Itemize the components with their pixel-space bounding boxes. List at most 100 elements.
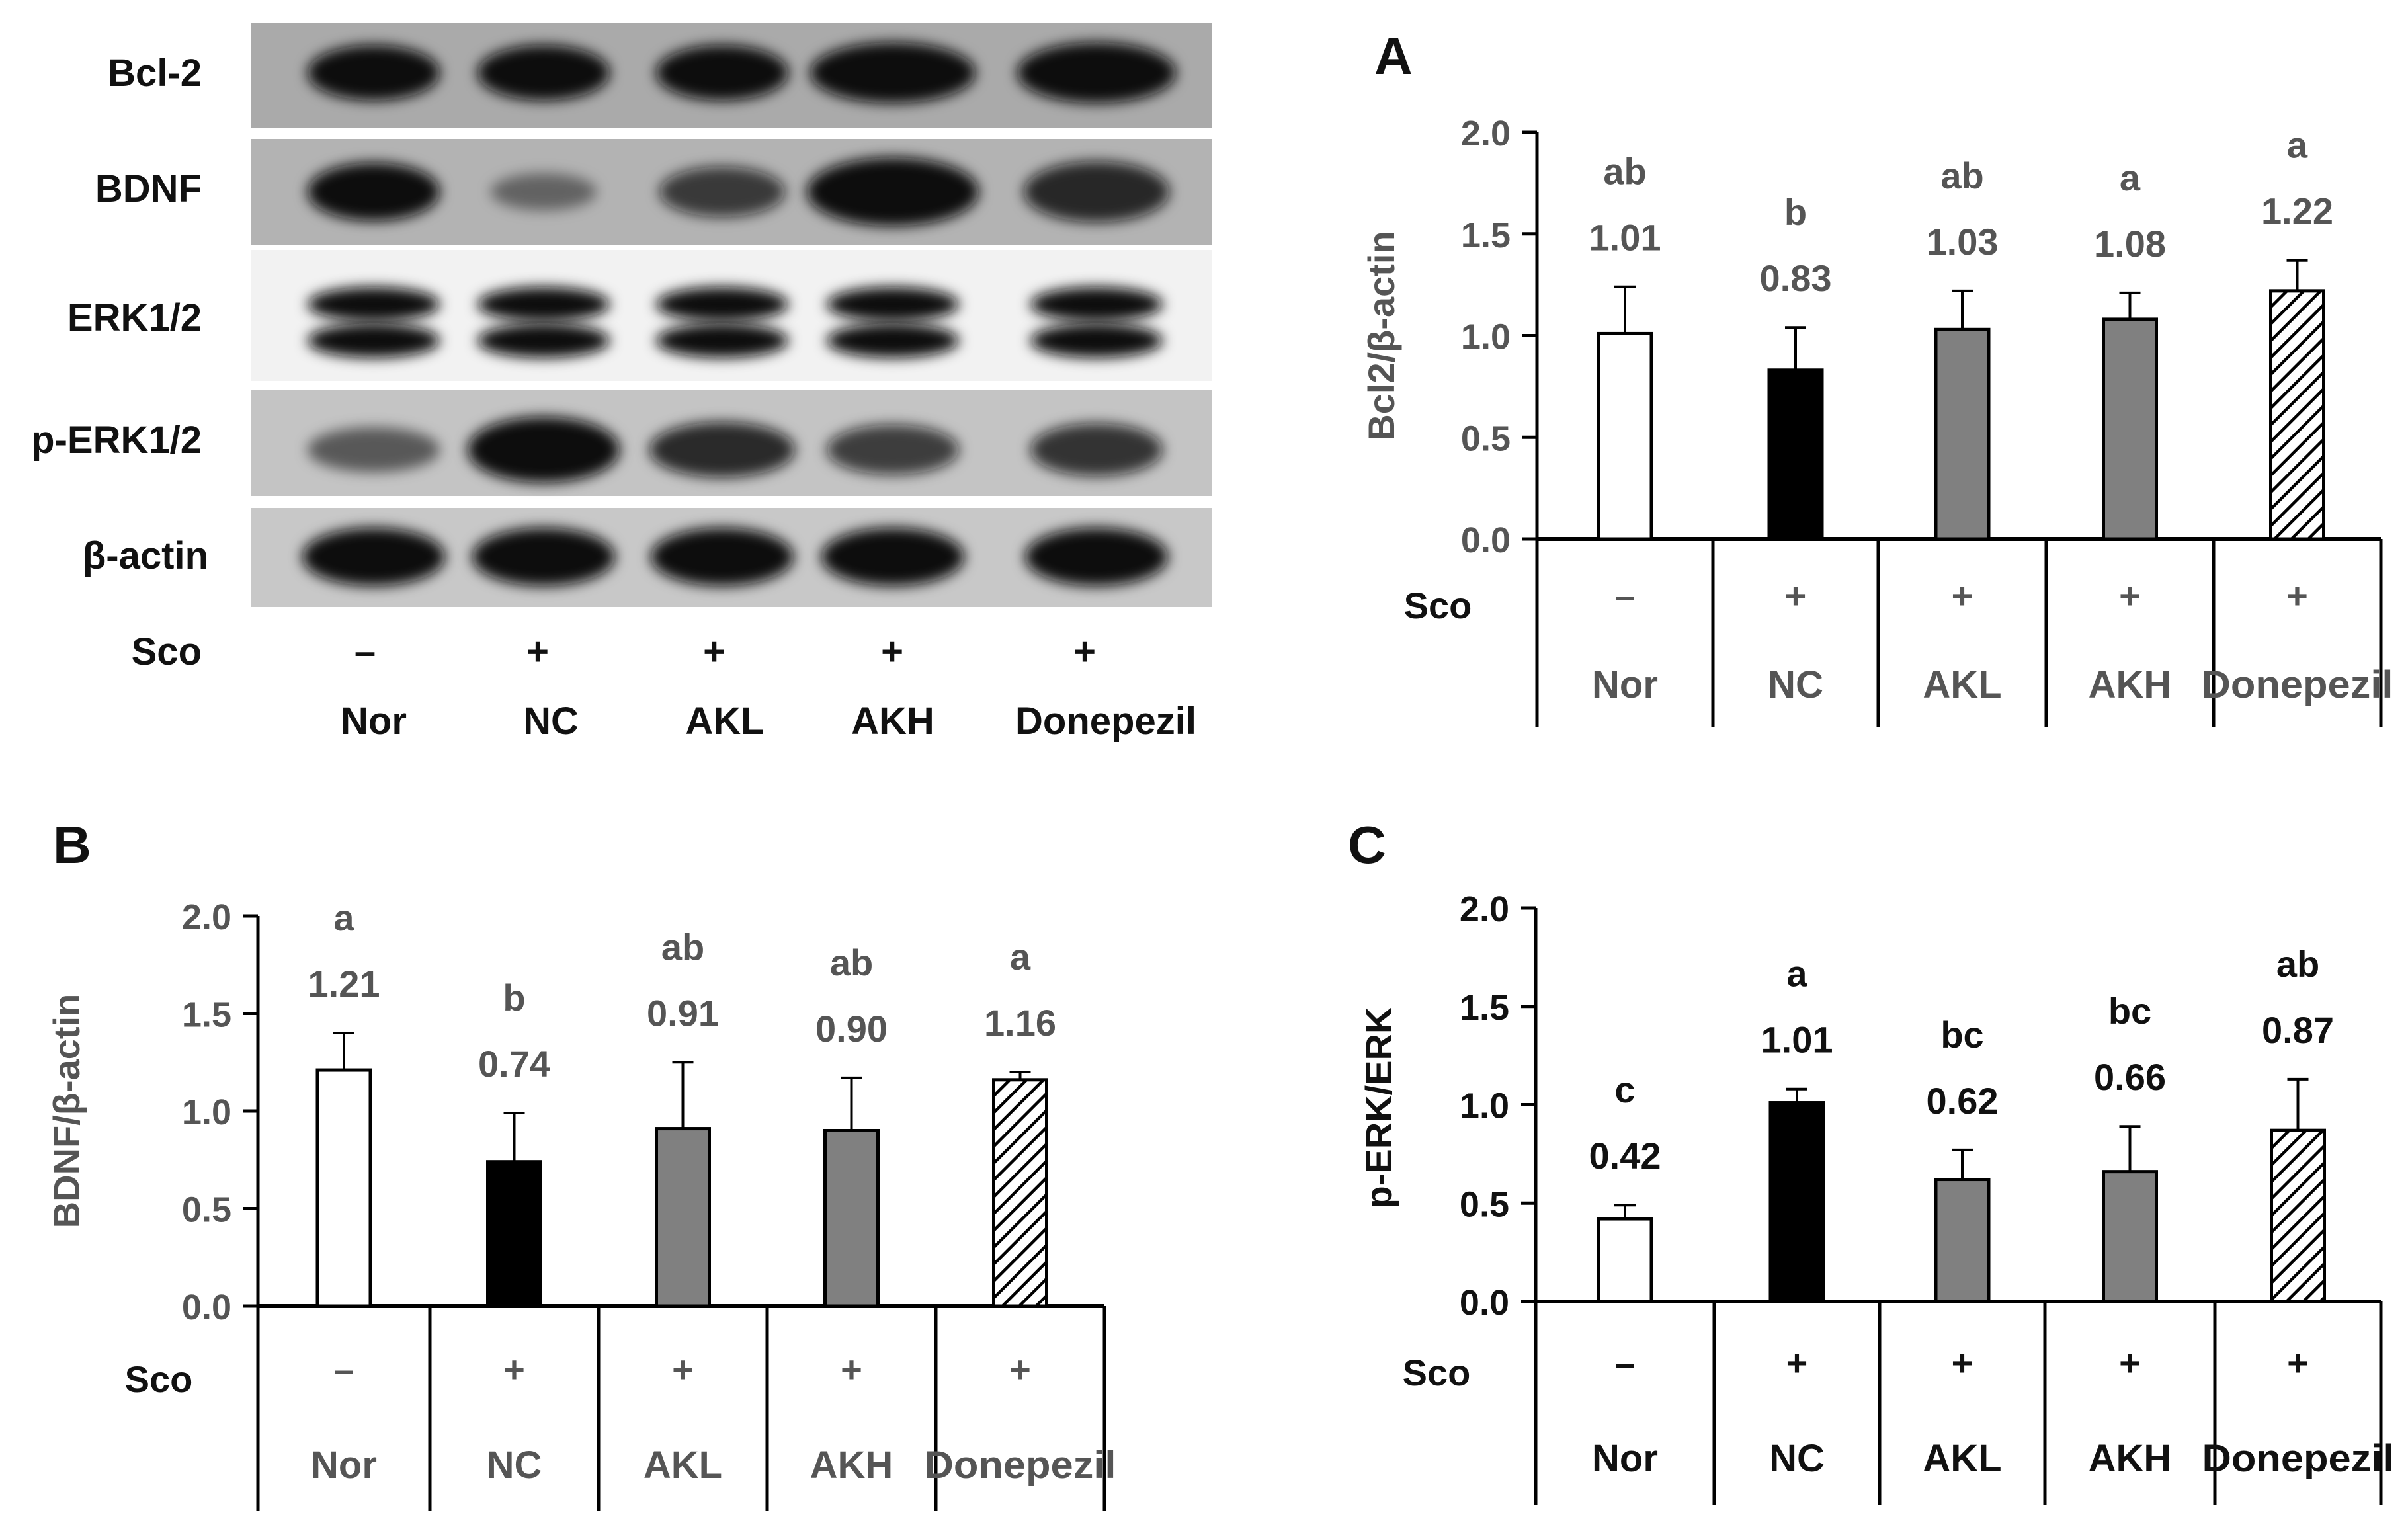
- bar-nor: [1597, 331, 1653, 541]
- blot-band: [468, 417, 620, 483]
- blot-label-actin: β-actin: [83, 534, 208, 577]
- category-label-akl: AKL: [1923, 663, 2001, 706]
- bar-akl: [655, 1127, 711, 1308]
- blot-sco-marks: – + + + +: [354, 630, 1096, 673]
- significance-letter-akl: bc: [1940, 1014, 1983, 1055]
- blot-band: [308, 323, 440, 358]
- blot-sco-mark-akh: +: [881, 630, 903, 673]
- bar-akl: [1934, 1178, 1991, 1303]
- blot-band: [491, 173, 597, 210]
- bar-charts: A0.00.51.01.52.0Bcl2/β-actinSco1.01ab–No…: [46, 26, 2394, 1511]
- y-tick-label: 2.0: [1461, 114, 1511, 153]
- significance-letter-akl: ab: [661, 926, 704, 968]
- blot-band: [477, 323, 610, 358]
- y-tick-label: 1.5: [1461, 216, 1511, 255]
- bar-nor: [1597, 1217, 1653, 1303]
- y-tick-label: 2.0: [1460, 889, 1509, 929]
- blot-band: [651, 528, 794, 586]
- category-label-nor: Nor: [1592, 663, 1658, 706]
- bar-nc: [1767, 368, 1824, 541]
- value-label-nor: 0.42: [1589, 1135, 1661, 1176]
- significance-letter-akl: ab: [1940, 155, 1983, 196]
- significance-letter-nc: b: [503, 977, 525, 1018]
- blot-group-donepezil: Donepezil: [1015, 700, 1196, 743]
- sco-label: Sco: [1403, 1352, 1471, 1393]
- blot-strip-bdnf: [251, 139, 1212, 245]
- blot-label-perk: p-ERK1/2: [31, 419, 202, 462]
- panel-letter: B: [53, 815, 91, 874]
- value-label-donepezil: 1.16: [984, 1002, 1056, 1044]
- blot-group-akh: AKH: [851, 700, 934, 743]
- y-tick-label: 0.0: [1461, 520, 1511, 560]
- y-tick-label: 1.0: [1460, 1087, 1509, 1126]
- sco-mark-nor: –: [1614, 575, 1635, 616]
- blot-group-nor: Nor: [341, 700, 407, 743]
- blot-sco-mark-donepezil: +: [1073, 630, 1096, 673]
- y-axis-title: Bcl2/β-actin: [1360, 231, 1402, 440]
- y-tick-label: 0.0: [182, 1288, 231, 1327]
- chart-panel-a: A 0.0 0.5 1.0 1.5 2.0 Bcl2/β-actin Sco 1.01 ab – No…: [1360, 26, 2393, 727]
- y-tick-label: 1.0: [1461, 317, 1511, 357]
- blot-band: [649, 422, 795, 477]
- bar-donepezil: [992, 1078, 1048, 1308]
- y-tick-label: 2.0: [182, 897, 231, 937]
- blot-label-bdnf: BDNF: [95, 167, 202, 210]
- category-label-donepezil: Donepezil: [2202, 663, 2393, 706]
- blot-band: [308, 287, 440, 321]
- blot-band: [827, 323, 959, 358]
- bar-akh: [823, 1129, 880, 1308]
- sco-mark-donepezil: +: [1009, 1348, 1031, 1390]
- blot-band: [1025, 528, 1168, 586]
- category-label-donepezil: Donepezil: [925, 1444, 1116, 1487]
- y-tick-label: 1.0: [182, 1093, 231, 1132]
- y-axis-title: BDNF/β-actin: [46, 994, 87, 1229]
- significance-letter-akh: a: [2120, 157, 2141, 198]
- blot-label-erk: ERK1/2: [67, 296, 202, 339]
- blot-band: [1024, 161, 1169, 222]
- blot-sco-mark-akl: +: [703, 630, 726, 673]
- blot-strip-actin: [251, 508, 1212, 607]
- sco-mark-donepezil: +: [2286, 575, 2308, 616]
- sco-mark-donepezil: +: [2287, 1342, 2309, 1383]
- value-label-nor: 1.01: [1589, 217, 1661, 259]
- blot-band: [827, 287, 959, 321]
- value-label-donepezil: 1.22: [2261, 190, 2333, 232]
- category-label-nor: Nor: [1592, 1437, 1658, 1480]
- significance-letter-nor: ab: [1603, 151, 1646, 192]
- category-label-akl: AKL: [1923, 1437, 2001, 1480]
- blot-group-akl: AKL: [685, 700, 764, 743]
- y-tick-label: 0.5: [1461, 419, 1511, 458]
- category-label-donepezil: Donepezil: [2202, 1437, 2394, 1480]
- value-label-nc: 1.01: [1761, 1019, 1833, 1061]
- sco-mark-akl: +: [1952, 1342, 1973, 1383]
- category-label-nc: NC: [1768, 663, 1823, 706]
- sco-mark-nor: –: [333, 1348, 354, 1390]
- blot-band: [477, 287, 610, 321]
- significance-letter-nor: a: [333, 897, 354, 938]
- blot-band: [302, 528, 445, 586]
- blot-band: [1017, 42, 1176, 103]
- value-label-akh: 0.90: [815, 1008, 888, 1050]
- blot-band: [1030, 287, 1163, 321]
- bar-donepezil: [2270, 1128, 2326, 1303]
- blot-strips: [251, 23, 1212, 607]
- significance-letter-donepezil: a: [2287, 124, 2308, 166]
- blot-sco-mark-nc: +: [526, 630, 549, 673]
- blot-band: [656, 45, 788, 101]
- panel-letter: A: [1374, 26, 1413, 85]
- blot-band: [1030, 323, 1163, 358]
- blot-band: [1030, 423, 1163, 476]
- sco-label: Sco: [1404, 585, 1472, 626]
- value-label-nc: 0.83: [1760, 257, 1832, 299]
- chart-panel-c: C 0.0 0.5 1.0 1.5 2.0 p-ERK/ERK Sco 0.42 c – Nor 1.0…: [1348, 815, 2394, 1505]
- blot-label-bcl2: Bcl-2: [108, 52, 202, 95]
- sco-mark-nc: +: [1786, 1342, 1808, 1383]
- significance-letter-nc: a: [1786, 953, 1807, 995]
- blot-sco-mark-nor: –: [354, 630, 376, 673]
- blot-sco-label: Sco: [132, 630, 202, 673]
- blot-band: [821, 528, 964, 586]
- blot-band: [827, 425, 959, 475]
- blot-band: [807, 157, 979, 226]
- category-label-akh: AKH: [810, 1444, 893, 1487]
